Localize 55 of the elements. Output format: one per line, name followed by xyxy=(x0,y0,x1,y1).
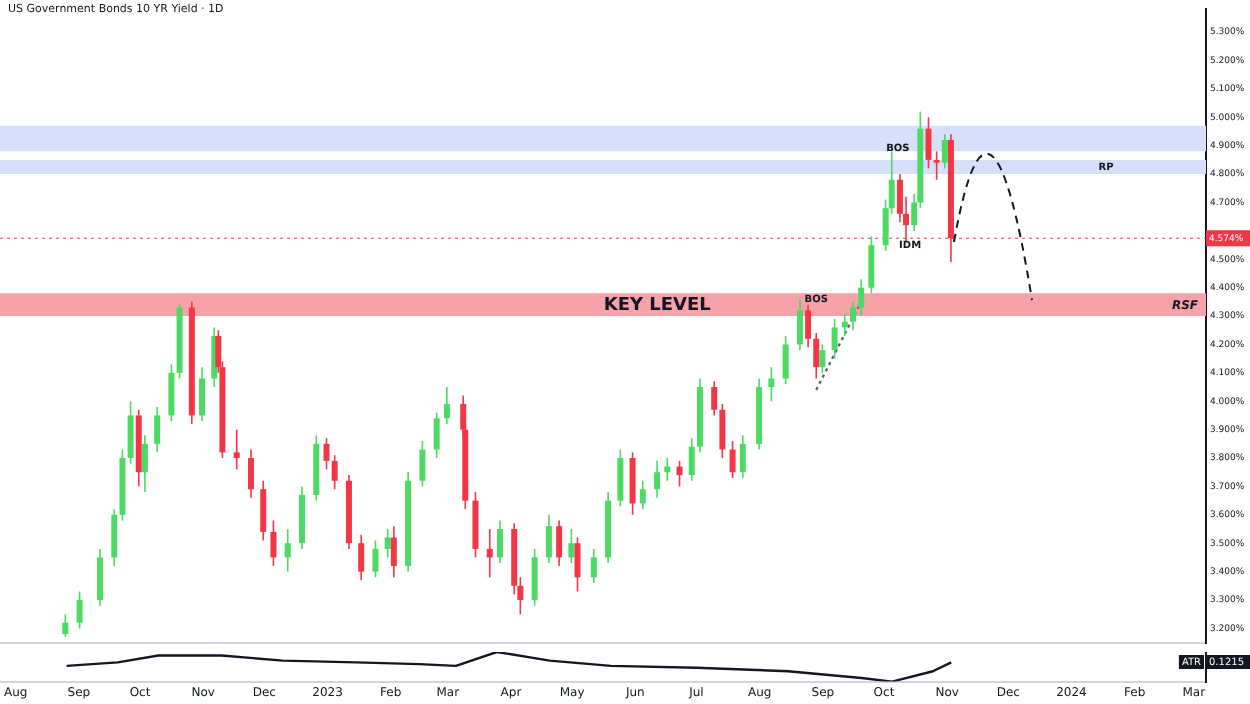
candlestick xyxy=(141,434,148,493)
candlestick xyxy=(260,479,267,542)
candlestick xyxy=(486,528,493,579)
candlestick xyxy=(858,278,865,317)
candlestick xyxy=(590,548,597,584)
candlestick xyxy=(629,451,636,516)
candlestick xyxy=(768,366,775,403)
candlestick xyxy=(331,454,338,491)
candlestick xyxy=(199,366,206,422)
candlestick xyxy=(688,437,695,482)
candlestick xyxy=(729,440,736,479)
candlestick xyxy=(127,400,134,465)
candlestick xyxy=(868,235,875,295)
candlestick xyxy=(711,380,718,417)
candlestick xyxy=(531,548,538,607)
candlestick xyxy=(805,303,812,349)
candlestick xyxy=(739,434,746,479)
candlestick xyxy=(617,448,624,508)
candlestick xyxy=(284,528,291,573)
candlestick xyxy=(323,437,330,471)
candlestick xyxy=(496,519,503,564)
candlestick xyxy=(168,363,175,422)
candlestick xyxy=(390,525,397,579)
candlestick xyxy=(96,548,103,607)
candlestick xyxy=(819,343,826,374)
candlestick xyxy=(933,150,940,181)
candlestick xyxy=(62,613,69,638)
candlestick xyxy=(556,519,563,567)
candlestick xyxy=(419,440,426,488)
band-label: KEY LEVEL xyxy=(603,296,712,317)
candlestick xyxy=(248,448,254,499)
candlestick xyxy=(719,403,726,459)
candlestick xyxy=(545,514,552,564)
candlestick xyxy=(676,460,683,488)
candlestick xyxy=(372,539,379,579)
candlestick xyxy=(358,533,365,581)
candlestick xyxy=(384,528,391,559)
candlestick xyxy=(76,590,83,630)
candlestick xyxy=(941,133,948,170)
candlestick xyxy=(849,301,856,332)
candlestick xyxy=(111,508,118,567)
candlestick xyxy=(233,428,240,471)
candlestick xyxy=(154,406,161,454)
candlestick xyxy=(433,411,440,459)
candlestick xyxy=(574,536,581,593)
candlestick xyxy=(443,386,450,425)
candlestick xyxy=(796,298,803,351)
candlestick xyxy=(270,519,277,567)
candlestick xyxy=(639,479,646,510)
candlestick xyxy=(831,318,838,360)
candlestick xyxy=(782,335,789,386)
candlestick xyxy=(813,332,820,380)
candlestick xyxy=(568,528,575,564)
candlestick xyxy=(925,116,932,170)
candlestick xyxy=(654,460,661,499)
